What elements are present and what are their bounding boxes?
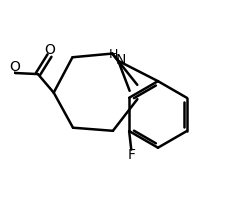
Text: H: H	[109, 48, 118, 61]
Text: O: O	[9, 60, 20, 74]
Text: O: O	[45, 43, 55, 57]
Text: N: N	[115, 53, 126, 67]
Text: F: F	[127, 148, 135, 162]
